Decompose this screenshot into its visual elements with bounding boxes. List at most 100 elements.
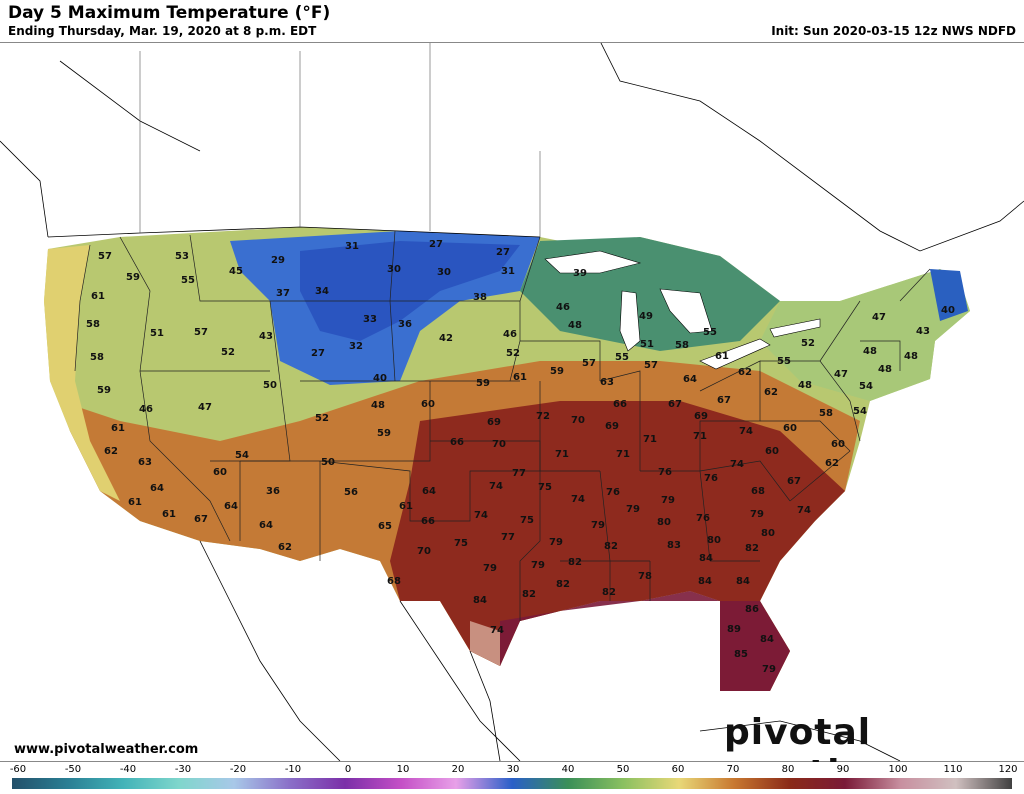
valid-time: Ending Thursday, Mar. 19, 2020 at 8 p.m.… [8,24,317,38]
lake-superior [544,250,642,274]
temperature-label: 59 [97,385,111,396]
west-coast-band [44,245,120,501]
temperature-label: 54 [853,406,867,417]
temperature-label: 82 [522,589,536,600]
temperature-label: 55 [777,356,791,367]
temperature-label: 63 [600,377,614,388]
temperature-label: 72 [536,411,550,422]
temperature-label: 82 [604,541,618,552]
temperature-label: 33 [363,314,377,325]
temperature-label: 71 [555,449,569,460]
temperature-label: 64 [683,374,697,385]
temperature-label: 58 [86,319,100,330]
temperature-label: 66 [450,437,464,448]
temperature-label: 74 [490,625,504,636]
temperature-label: 30 [437,267,451,278]
colorbar-tick-label: -60 [9,764,27,775]
temperature-label: 37 [276,288,290,299]
website-url[interactable]: www.pivotalweather.com [14,742,199,757]
colorbar-tick-label: 120 [998,764,1018,775]
temperature-label: 80 [657,517,671,528]
colorbar-tick-label: 30 [506,764,520,775]
temperature-label: 61 [715,351,729,362]
temperature-label: 82 [602,587,616,598]
temperature-label: 76 [658,467,672,478]
temperature-label: 79 [549,537,563,548]
temperature-label: 67 [194,514,208,525]
lake-erie [699,338,771,370]
temperature-label: 75 [520,515,534,526]
temperature-label: 47 [198,402,212,413]
temperature-label: 48 [878,364,892,375]
colorbar-tick-label: 110 [943,764,963,775]
temperature-label: 86 [745,604,759,615]
temperature-label: 38 [473,292,487,303]
temperature-label: 79 [750,509,764,520]
temperature-label: 61 [162,509,176,520]
temperature-label: 61 [111,423,125,434]
temperature-label: 31 [345,241,359,252]
header: Day 5 Maximum Temperature (°F) Ending Th… [0,0,1024,42]
colorbar-tick-label: 40 [561,764,575,775]
temperature-label: 39 [573,268,587,279]
temperature-label: 84 [473,595,487,606]
lake-ontario [769,318,821,338]
temperature-label: 76 [704,473,718,484]
temperature-label: 64 [422,486,436,497]
temperature-label: 55 [703,327,717,338]
temperature-label: 48 [798,380,812,391]
temperature-label: 46 [503,329,517,340]
temperature-label: 74 [797,505,811,516]
colorbar-tick-label: -40 [119,764,137,775]
temperature-label: 85 [734,649,748,660]
texas-south-tip [470,621,500,666]
canada-interior-lines [139,43,541,237]
temperature-label: 76 [696,513,710,524]
temperature-label: 84 [698,576,712,587]
colorbar-tick-label: 100 [888,764,908,775]
temperature-label: 67 [717,395,731,406]
temperature-label: 58 [819,408,833,419]
temperature-label: 52 [221,347,235,358]
temperature-label: 80 [761,528,775,539]
temperature-label: 40 [941,305,955,316]
temperature-label: 79 [661,495,675,506]
temperature-map: 57 53 55 45 29 31 27 27 59 61 37 34 30 30 31 39 38 46 58 51… [0,42,1024,762]
temperature-label: 74 [489,481,503,492]
temperature-label: 59 [476,378,490,389]
temperature-labels: 57 53 55 45 29 31 27 27 59 61 37 34 30 30 31 39 38 46 58 51… [86,239,955,675]
temperature-label: 47 [872,312,886,323]
temperature-label: 70 [417,546,431,557]
temperature-label: 54 [859,381,873,392]
temperature-label: 45 [229,266,243,277]
temperature-label: 60 [831,439,845,450]
temperature-label: 62 [825,458,839,469]
temperature-label: 53 [175,251,189,262]
temperature-label: 80 [707,535,721,546]
temperature-label: 57 [194,327,208,338]
temperature-label: 59 [550,366,564,377]
temperature-label: 61 [128,497,142,508]
temperature-label: 68 [751,486,765,497]
temperature-label: 61 [91,291,105,302]
temperature-label: 34 [315,286,329,297]
northeast-region [760,269,970,401]
colorbar-tick-label: 80 [781,764,795,775]
temperature-label: 55 [615,352,629,363]
temperature-label: 64 [259,520,273,531]
temperature-label: 48 [568,320,582,331]
temperature-label: 79 [626,504,640,515]
temperature-label: 66 [421,516,435,527]
lake-michigan [619,290,641,352]
temperature-label: 79 [531,560,545,571]
cold-core [300,241,520,341]
temperature-label: 76 [606,487,620,498]
temperature-label: 82 [568,557,582,568]
temperature-label: 43 [259,331,273,342]
temperature-label: 62 [278,542,292,553]
lake-huron [659,288,713,334]
temperature-label: 74 [571,494,585,505]
temperature-label: 50 [263,380,277,391]
temperature-label: 69 [605,421,619,432]
temperature-label: 58 [675,340,689,351]
